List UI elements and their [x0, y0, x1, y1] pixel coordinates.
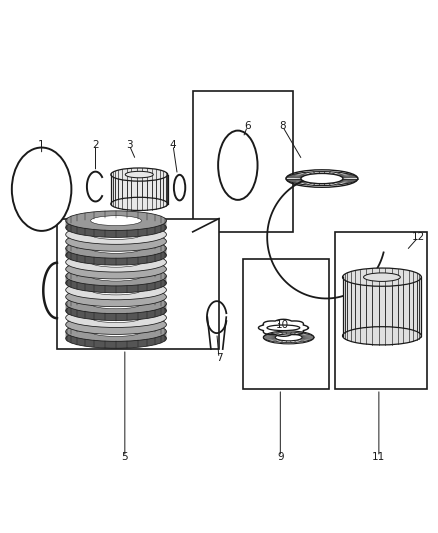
Ellipse shape [91, 230, 141, 239]
Ellipse shape [91, 327, 141, 336]
Text: 3: 3 [126, 140, 133, 150]
Ellipse shape [111, 168, 168, 181]
Ellipse shape [275, 334, 302, 341]
Ellipse shape [111, 197, 168, 211]
Ellipse shape [218, 131, 258, 200]
Text: 4: 4 [170, 140, 177, 150]
Ellipse shape [174, 175, 185, 200]
Bar [335, 232, 427, 389]
Ellipse shape [66, 294, 166, 313]
Bar [57, 219, 219, 349]
Ellipse shape [91, 244, 141, 253]
Text: 2: 2 [92, 140, 99, 150]
Polygon shape [111, 175, 168, 204]
Polygon shape [343, 277, 421, 336]
Ellipse shape [66, 225, 166, 244]
Ellipse shape [125, 171, 153, 178]
Text: 12: 12 [412, 232, 425, 242]
Ellipse shape [66, 301, 166, 320]
Bar [243, 259, 328, 389]
Ellipse shape [66, 232, 166, 251]
Ellipse shape [91, 313, 141, 322]
Ellipse shape [66, 287, 166, 306]
Ellipse shape [91, 216, 141, 225]
Text: 1: 1 [38, 140, 45, 150]
Ellipse shape [343, 327, 421, 345]
Ellipse shape [286, 172, 358, 185]
Text: 7: 7 [215, 353, 223, 363]
Text: 10: 10 [276, 320, 289, 330]
Ellipse shape [301, 173, 343, 184]
Ellipse shape [343, 268, 421, 286]
Text: 9: 9 [277, 452, 284, 462]
Ellipse shape [66, 273, 166, 293]
Ellipse shape [66, 218, 166, 237]
Ellipse shape [263, 332, 314, 343]
Ellipse shape [66, 260, 166, 279]
Ellipse shape [66, 329, 166, 348]
Ellipse shape [91, 271, 141, 281]
Ellipse shape [66, 253, 166, 272]
Ellipse shape [66, 211, 166, 230]
Ellipse shape [364, 273, 400, 281]
Ellipse shape [12, 148, 71, 231]
Ellipse shape [91, 285, 141, 295]
Text: 6: 6 [244, 122, 251, 131]
Ellipse shape [66, 322, 166, 341]
Ellipse shape [267, 325, 300, 330]
Ellipse shape [91, 299, 141, 309]
Text: 5: 5 [121, 452, 128, 462]
Text: 8: 8 [279, 122, 286, 131]
Ellipse shape [66, 246, 166, 265]
Ellipse shape [66, 308, 166, 327]
Ellipse shape [66, 280, 166, 300]
Ellipse shape [66, 315, 166, 334]
Bar [193, 91, 293, 232]
Ellipse shape [66, 239, 166, 258]
Text: 11: 11 [372, 452, 385, 462]
Ellipse shape [66, 266, 166, 286]
Ellipse shape [91, 257, 141, 267]
